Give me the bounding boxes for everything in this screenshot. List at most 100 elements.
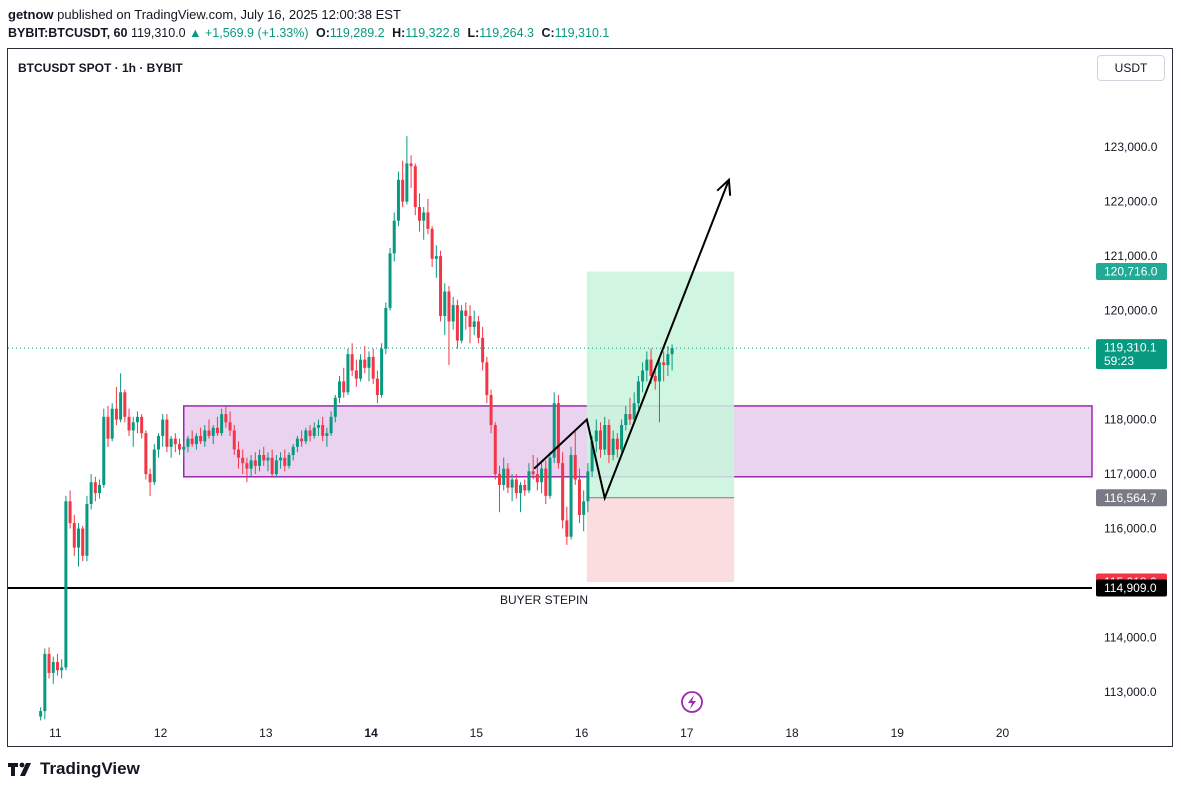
replay-icon[interactable] [681, 691, 703, 713]
candle-body [249, 460, 253, 469]
y-tick-label: 118,000.0 [1104, 413, 1157, 427]
candle-body [485, 362, 489, 396]
candle-body [615, 438, 619, 450]
candle [447, 286, 451, 366]
candle-body [590, 441, 594, 472]
candle-body [624, 414, 628, 426]
candle-body [106, 416, 110, 439]
candle-body [481, 337, 485, 363]
candle [169, 435, 173, 458]
candle-body [649, 359, 653, 376]
candle-body [346, 354, 350, 393]
candle-body [245, 463, 249, 469]
candle [241, 449, 245, 475]
candle [220, 408, 224, 436]
candle [253, 452, 257, 475]
candle [523, 479, 527, 496]
candle-body [266, 457, 270, 461]
candle-body [123, 392, 127, 417]
candle [426, 198, 430, 235]
candle [228, 411, 232, 436]
candle [565, 506, 569, 545]
candle-body [215, 427, 219, 434]
candle [152, 444, 156, 485]
candle-body [304, 430, 308, 442]
candle [140, 414, 144, 439]
candle-body [329, 416, 333, 434]
candle-body [43, 653, 47, 712]
position-target-area[interactable] [586, 271, 735, 498]
candle [506, 463, 510, 494]
candle-body [611, 438, 615, 455]
candle-body [258, 454, 262, 466]
candle [199, 427, 203, 445]
candle-body [274, 460, 278, 475]
candle [510, 474, 514, 502]
candle [392, 212, 396, 262]
candle-body [497, 474, 501, 485]
candle-body [632, 403, 636, 420]
candle-body [556, 403, 560, 464]
publisher-name[interactable]: getnow [8, 7, 54, 22]
candle [258, 449, 262, 472]
candle-body [350, 354, 354, 371]
tradingview-logo[interactable]: TradingView [8, 759, 140, 779]
y-tick-label: 117,000.0 [1104, 467, 1157, 481]
candle [670, 344, 674, 371]
candle-body [573, 454, 577, 480]
candle-body [544, 468, 548, 496]
candle [636, 375, 640, 409]
candle [156, 433, 160, 458]
candle-body [270, 457, 274, 475]
candle [603, 416, 607, 455]
x-tick-label: 20 [996, 726, 1010, 740]
candle-body [413, 166, 417, 208]
projection-path[interactable] [533, 179, 730, 502]
currency-button[interactable]: USDT [1097, 55, 1165, 81]
candle-body [514, 479, 518, 494]
candle [493, 422, 497, 480]
candle [527, 463, 531, 494]
candle-body [422, 212, 426, 221]
candle [556, 395, 560, 469]
candle-body [148, 474, 152, 483]
high-value: 119,322.8 [405, 26, 460, 40]
candle [514, 474, 518, 499]
last-price: 119,310.0 [130, 26, 186, 40]
candle-body [359, 359, 363, 379]
candle [624, 405, 628, 431]
candle-body [468, 316, 472, 327]
candle [266, 452, 270, 472]
candle [535, 457, 539, 491]
close-label: C: [541, 26, 555, 40]
candle-body [152, 449, 156, 483]
candle-body [190, 438, 194, 445]
candle-body [523, 484, 527, 491]
candle-body [451, 305, 455, 322]
price-tag-bg [1096, 263, 1167, 281]
publish-text: published on TradingView.com, July 16, 2… [57, 7, 401, 22]
candle [72, 514, 76, 556]
position-stop-area[interactable] [586, 497, 735, 583]
candle-body [392, 220, 396, 254]
candle-body [207, 430, 211, 436]
candle [215, 416, 219, 436]
candle [519, 482, 523, 513]
candle [443, 283, 447, 336]
candle-body [98, 484, 102, 494]
candle-body [447, 291, 451, 322]
candle-body [211, 427, 215, 436]
candle [85, 495, 89, 562]
price-tag-label: 119,310.1 [1104, 341, 1157, 355]
x-tick-label: 16 [575, 726, 589, 740]
low-label: L: [467, 26, 480, 40]
candle-body [380, 348, 384, 396]
low-value: 119,264.3 [479, 26, 534, 40]
candle [165, 414, 169, 453]
candle [531, 454, 535, 480]
candle-body [119, 392, 123, 420]
candle-body [81, 528, 85, 556]
candle-body [607, 425, 611, 455]
candle [594, 419, 598, 453]
